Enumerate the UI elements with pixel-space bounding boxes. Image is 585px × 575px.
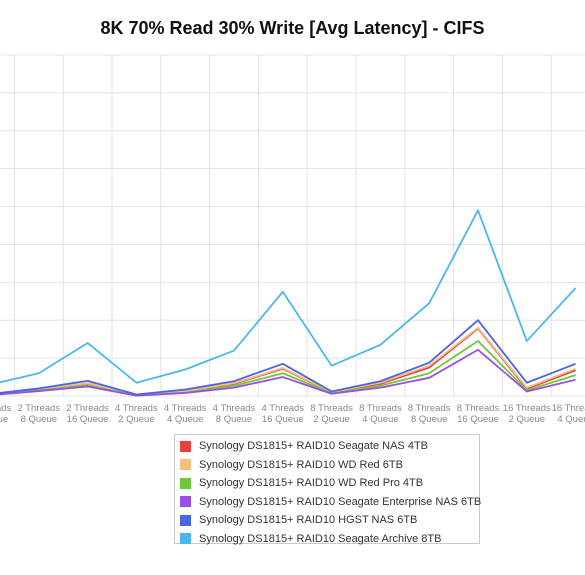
legend-swatch	[180, 440, 191, 452]
x-tick-label: 2 Threads 16 Queue	[66, 403, 109, 425]
legend-label: Synology DS1815+ RAID10 Seagate Archive …	[199, 532, 442, 545]
x-tick-label: 4 Threads 16 Queue	[261, 403, 304, 425]
series-lines	[0, 209, 577, 397]
x-tick-label: 16 Threads 2 Queue	[503, 403, 551, 425]
legend-item: Synology DS1815+ RAID10 WD Red 6TB	[180, 456, 479, 475]
series-line	[0, 340, 576, 397]
grid	[0, 54, 585, 397]
legend-item: Synology DS1815+ RAID10 Seagate Enterpri…	[180, 493, 482, 512]
legend-swatch	[180, 533, 191, 545]
legend-item: Synology DS1815+ RAID10 Seagate Archive …	[180, 530, 479, 549]
x-tick-label: 8 Threads 8 Queue	[408, 403, 451, 425]
legend-label: Synology DS1815+ RAID10 WD Red Pro 4TB	[199, 477, 424, 490]
legend-swatch	[180, 477, 191, 489]
chart-title: 8K 70% Read 30% Write [Avg Latency] - CI…	[100, 18, 485, 38]
legend-label: Synology DS1815+ RAID10 Seagate NAS 4TB	[199, 440, 428, 453]
x-tick-label: 8 Threads 16 Queue	[457, 403, 500, 425]
x-tick-label: 4 Threads 4 Queue	[164, 403, 207, 425]
legend-item: Synology DS1815+ RAID10 HGST NAS 6TB	[180, 511, 479, 530]
legend-label: Synology DS1815+ RAID10 HGST NAS 6TB	[199, 514, 418, 527]
x-tick-label: 8 Threads 2 Queue	[310, 403, 353, 425]
legend-item: Synology DS1815+ RAID10 Seagate NAS 4TB	[180, 437, 479, 456]
x-tick-label: 4 Threads 8 Queue	[213, 403, 256, 425]
legend-item: Synology DS1815+ RAID10 WD Red Pro 4TB	[180, 474, 479, 493]
series-line	[0, 326, 576, 397]
legend-label: Synology DS1815+ RAID10 WD Red 6TB	[199, 458, 403, 471]
legend-swatch	[180, 514, 191, 526]
legend-swatch	[180, 459, 191, 471]
series-line	[0, 319, 576, 396]
series-line	[0, 348, 576, 397]
legend-label: Synology DS1815+ RAID10 Seagate Enterpri…	[199, 495, 482, 508]
series-line	[0, 209, 577, 384]
x-tick-label: 8 Threads 4 Queue	[359, 403, 402, 425]
legend: Synology DS1815+ RAID10 Seagate NAS 4TB S…	[174, 434, 482, 545]
x-tick-label: 4 Threads 2 Queue	[115, 403, 158, 425]
legend-swatch	[180, 496, 191, 508]
x-tick-label: 2 Threads 8 Queue	[17, 403, 60, 425]
